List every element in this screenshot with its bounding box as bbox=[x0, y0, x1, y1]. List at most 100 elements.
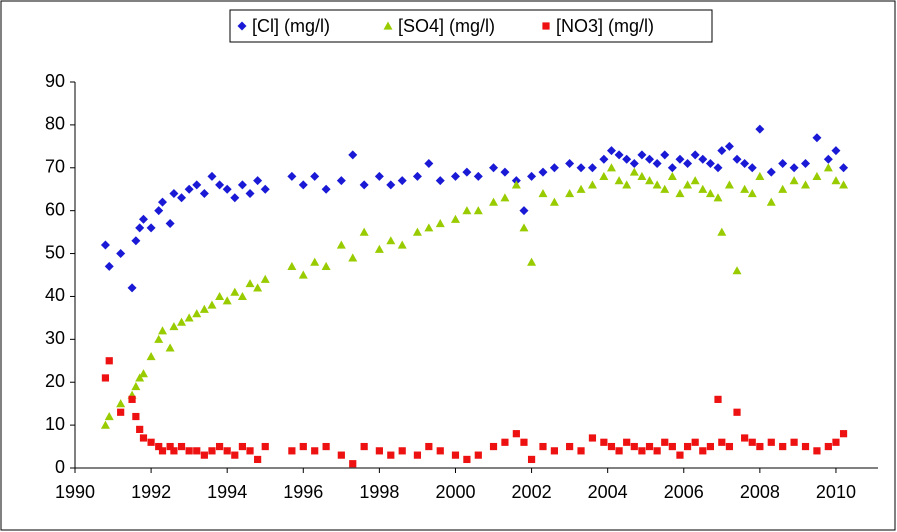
point bbox=[117, 408, 125, 416]
point bbox=[158, 326, 168, 335]
y-tick-label: 40 bbox=[45, 285, 65, 305]
point bbox=[105, 357, 113, 365]
x-tick-label: 2002 bbox=[512, 482, 552, 502]
point bbox=[136, 425, 144, 433]
point bbox=[733, 408, 741, 416]
point bbox=[668, 442, 676, 451]
point bbox=[519, 223, 529, 232]
point bbox=[245, 189, 255, 199]
legend-label: [SO4] (mg/l) bbox=[398, 16, 495, 36]
point bbox=[473, 206, 483, 215]
point bbox=[215, 291, 225, 301]
point bbox=[348, 150, 358, 160]
point bbox=[629, 167, 639, 176]
point bbox=[474, 451, 482, 459]
point bbox=[576, 163, 586, 173]
point bbox=[823, 163, 833, 172]
x-tick-label: 1994 bbox=[207, 482, 247, 502]
point bbox=[138, 214, 148, 224]
point bbox=[588, 434, 597, 442]
point bbox=[512, 430, 520, 438]
point bbox=[675, 189, 685, 198]
point bbox=[128, 395, 136, 403]
point bbox=[661, 438, 669, 446]
point bbox=[215, 442, 224, 451]
point bbox=[812, 133, 822, 143]
point bbox=[138, 369, 148, 378]
point bbox=[177, 193, 187, 203]
point bbox=[230, 287, 240, 296]
point bbox=[740, 184, 750, 193]
point bbox=[698, 154, 708, 164]
point bbox=[321, 261, 331, 271]
legend-marker bbox=[237, 21, 247, 31]
legend-marker bbox=[542, 22, 550, 30]
point bbox=[565, 158, 575, 168]
legend-box bbox=[229, 9, 713, 43]
point bbox=[261, 442, 269, 451]
x-tick-label: 2008 bbox=[740, 482, 780, 502]
point bbox=[359, 227, 369, 236]
point bbox=[222, 296, 232, 305]
point bbox=[755, 171, 765, 180]
point bbox=[489, 442, 498, 451]
point bbox=[135, 223, 145, 233]
point bbox=[766, 197, 776, 206]
y-tick-label: 10 bbox=[45, 414, 65, 434]
point bbox=[566, 442, 574, 451]
point bbox=[789, 176, 799, 185]
point bbox=[435, 176, 445, 186]
point bbox=[310, 257, 320, 266]
point bbox=[614, 150, 624, 160]
point bbox=[801, 158, 811, 168]
point bbox=[386, 236, 396, 245]
point bbox=[311, 447, 319, 455]
point bbox=[801, 442, 810, 451]
point bbox=[322, 442, 330, 451]
point bbox=[622, 180, 632, 189]
point bbox=[599, 171, 609, 180]
point bbox=[690, 176, 700, 185]
point bbox=[158, 197, 168, 207]
point bbox=[576, 184, 586, 193]
point bbox=[231, 451, 239, 459]
point bbox=[676, 451, 684, 459]
point bbox=[237, 180, 247, 190]
point bbox=[412, 227, 422, 236]
point bbox=[360, 442, 368, 451]
point bbox=[147, 438, 155, 446]
point bbox=[691, 438, 699, 446]
point bbox=[199, 189, 209, 199]
point bbox=[139, 434, 148, 442]
point bbox=[501, 438, 509, 446]
point bbox=[683, 180, 693, 189]
point bbox=[637, 150, 647, 160]
point bbox=[500, 167, 510, 177]
point bbox=[387, 451, 395, 459]
point bbox=[185, 447, 193, 455]
point bbox=[713, 163, 723, 173]
point bbox=[238, 442, 247, 451]
point bbox=[714, 395, 722, 403]
point bbox=[192, 309, 202, 318]
point bbox=[653, 447, 661, 455]
point bbox=[790, 438, 798, 446]
point bbox=[298, 270, 308, 279]
point bbox=[462, 167, 472, 177]
y-tick-label: 50 bbox=[45, 242, 65, 262]
point bbox=[667, 163, 677, 173]
point bbox=[193, 447, 201, 455]
point bbox=[622, 154, 632, 164]
point bbox=[146, 223, 156, 233]
point bbox=[245, 279, 255, 288]
x-tick-label: 2006 bbox=[664, 482, 704, 502]
point bbox=[298, 180, 308, 190]
point bbox=[839, 180, 849, 189]
point bbox=[169, 189, 179, 199]
point bbox=[699, 447, 707, 455]
point bbox=[489, 163, 499, 173]
point bbox=[101, 374, 110, 382]
point bbox=[100, 420, 110, 429]
point bbox=[146, 351, 156, 361]
